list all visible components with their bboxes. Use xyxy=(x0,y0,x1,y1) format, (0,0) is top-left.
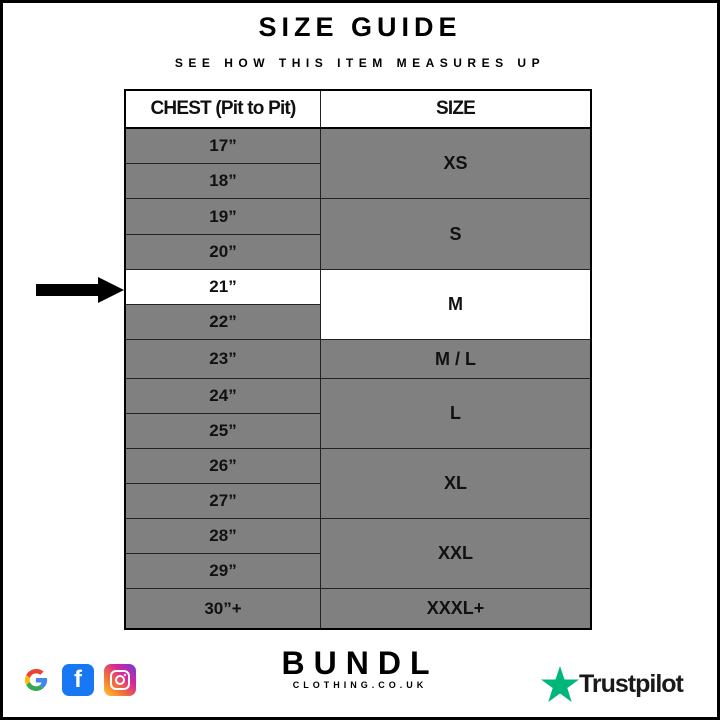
chest-cell: 21” xyxy=(126,270,321,305)
brand-website: CLOTHING.CO.UK xyxy=(292,680,428,690)
size-cell: M xyxy=(321,270,590,340)
arrow-right-icon xyxy=(36,277,124,308)
trustpilot-label: Trustpilot xyxy=(579,669,684,698)
header-chest: CHEST (Pit to Pit) xyxy=(126,91,321,129)
size-cell: XXXL+ xyxy=(426,598,485,618)
chest-cell: 19” xyxy=(126,199,321,235)
chest-cell: 28” xyxy=(126,519,321,554)
chest-cell: 27” xyxy=(126,484,321,519)
size-cell: XL xyxy=(321,449,590,519)
chest-cell: 30”+ xyxy=(126,589,321,628)
page-subtitle: SEE HOW THIS ITEM MEASURES UP xyxy=(174,56,546,70)
chest-cell: 29” xyxy=(126,554,321,589)
size-cell: XXL xyxy=(321,519,590,589)
chest-cell: 20” xyxy=(126,235,321,270)
page-title: SIZE GUIDE xyxy=(258,12,462,42)
social-icons: f xyxy=(20,664,136,696)
size-cell: XS xyxy=(321,129,590,199)
chest-cell: 23” xyxy=(126,340,321,379)
google-icon[interactable] xyxy=(20,664,52,696)
chest-cell: 18” xyxy=(126,164,321,199)
facebook-icon[interactable]: f xyxy=(62,664,94,696)
chest-cell: 22” xyxy=(126,305,321,340)
trustpilot-logo[interactable]: Trustpilot xyxy=(541,666,684,702)
star-icon xyxy=(541,666,579,702)
size-cell: M / L xyxy=(321,340,590,379)
size-cell: L xyxy=(321,379,590,449)
header-size: SIZE xyxy=(321,91,590,129)
chest-cell: 25” xyxy=(126,414,321,449)
size-table: CHEST (Pit to Pit) SIZE 17” 18” 19” 20” 21” 22”… xyxy=(124,89,592,630)
brand-name: BUNDL xyxy=(281,645,439,681)
brand-logo: BUNDL CLOTHING.CO.UK xyxy=(270,646,450,690)
instagram-icon[interactable] xyxy=(104,664,136,696)
chest-cell: 17” xyxy=(126,129,321,164)
chest-cell: 26” xyxy=(126,449,321,484)
chest-cell: 24” xyxy=(126,379,321,414)
size-cell: S xyxy=(321,199,590,270)
